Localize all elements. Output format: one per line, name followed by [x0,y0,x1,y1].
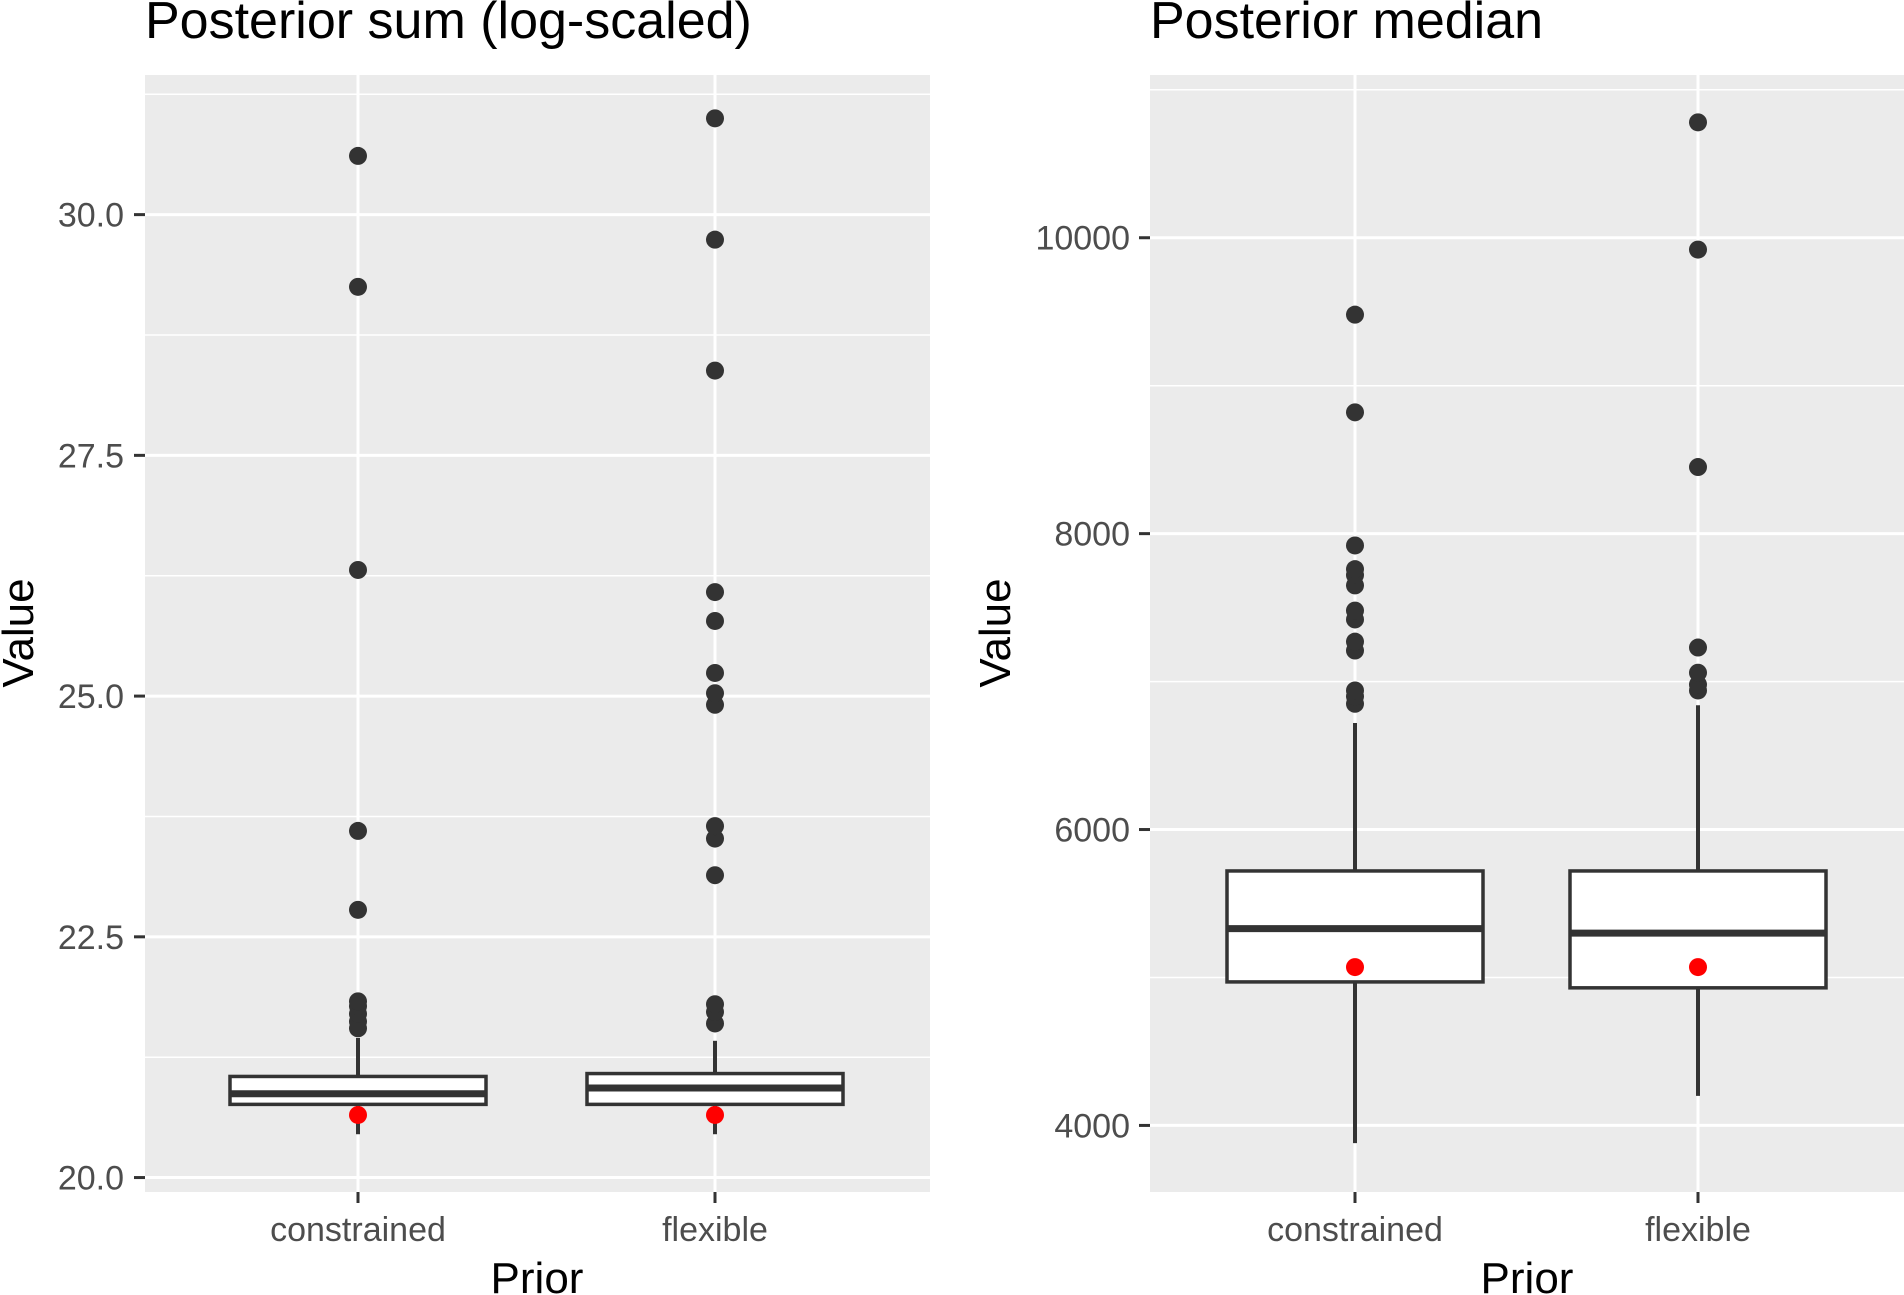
y-tick-label: 8000 [1054,516,1130,554]
x-axis: constrained flexible [270,1192,768,1249]
x-axis-title: Prior [491,1254,584,1295]
x-tick-label: flexible [1645,1211,1751,1249]
y-axis-title: Value [971,578,1020,687]
highlight-point [1346,958,1364,977]
outlier-point [706,995,724,1014]
box-group-constrained [1225,305,1485,1144]
outlier-point [1346,536,1364,555]
outlier-point [349,821,367,840]
y-tick-label: 20.0 [58,1160,124,1198]
outlier-point [706,829,724,848]
outlier-point [706,230,724,249]
outlier-point [706,361,724,380]
y-tick-label: 10000 [1035,220,1130,258]
y-tick-label: 22.5 [58,919,124,957]
y-tick-label: 25.0 [58,678,124,716]
outlier-point [1346,305,1364,324]
x-tick-label: constrained [1267,1211,1443,1249]
chart-title: Posterior sum (log-scaled) [145,0,752,50]
plot-panel [145,75,930,1192]
outlier-point [1689,240,1707,259]
highlight-point [1689,958,1707,977]
x-tick-label: constrained [270,1211,446,1249]
outlier-point [1346,560,1364,579]
outlier-point [1689,663,1707,682]
box-group-constrained [228,146,488,1135]
y-axis-title: Value [0,578,43,687]
outlier-point [706,109,724,128]
x-tick-label: flexible [662,1211,768,1249]
outlier-point [706,817,724,836]
outlier-point [1689,638,1707,657]
outlier-point [349,560,367,579]
boxplot-marks [228,109,845,1135]
y-axis: 4000 6000 8000 10000 [1035,220,1150,1145]
chart-posterior-median: Posterior median 4000 6000 8000 10000 const… [971,0,1904,1295]
outlier-point [349,900,367,919]
outlier-point [706,663,724,682]
outlier-point [349,146,367,165]
y-tick-label: 6000 [1054,812,1130,850]
chart-posterior-sum: Posterior sum (log-scaled) 20.022.525.02… [0,0,930,1295]
outlier-point [349,277,367,296]
y-tick-label: 27.5 [58,437,124,475]
box-group-flexible [585,109,845,1135]
outlier-point [1689,113,1707,132]
outlier-point [706,684,724,703]
outlier-point [706,583,724,602]
outlier-point [349,992,367,1011]
boxplot-marks [1225,113,1828,1144]
chart-title: Posterior median [1150,0,1543,50]
x-axis-title: Prior [1481,1254,1574,1295]
highlight-point [706,1105,724,1124]
outlier-point [706,611,724,630]
outlier-point [706,866,724,885]
y-axis: 20.0 22.5 25.0 27.5 30.0 [58,197,145,1198]
x-axis: constrained flexible [1267,1192,1751,1249]
highlight-point [349,1105,367,1124]
outlier-point [1346,681,1364,700]
box-group-flexible [1568,113,1828,1096]
outlier-point [1346,632,1364,651]
outlier-point [1346,403,1364,422]
y-tick-label: 4000 [1054,1107,1130,1145]
plot-panel [1150,75,1904,1192]
outlier-point [1346,601,1364,620]
outlier-point [1689,458,1707,477]
y-tick-label: 30.0 [58,197,124,235]
